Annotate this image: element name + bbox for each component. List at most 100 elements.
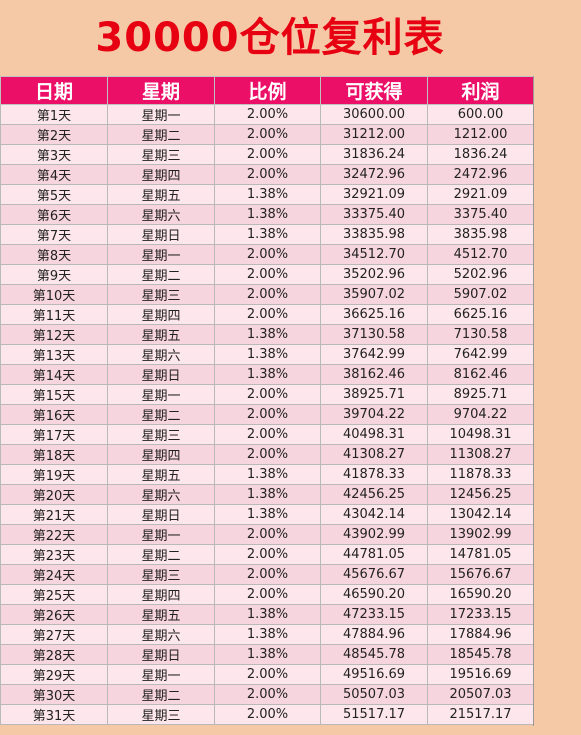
cell-weekday[interactable]: 星期二: [107, 684, 215, 705]
cell-profit[interactable]: 11878.33: [427, 464, 534, 485]
cell-profit[interactable]: 600.00: [427, 104, 534, 125]
cell-date[interactable]: 第22天: [0, 524, 108, 545]
cell-date[interactable]: 第1天: [0, 104, 108, 125]
cell-profit[interactable]: 18545.78: [427, 644, 534, 665]
cell-weekday[interactable]: 星期五: [107, 604, 215, 625]
cell-weekday[interactable]: 星期日: [107, 504, 215, 525]
cell-available[interactable]: 33375.40: [320, 204, 428, 225]
cell-profit[interactable]: 1212.00: [427, 124, 534, 145]
cell-weekday[interactable]: 星期一: [107, 384, 215, 405]
cell-ratio[interactable]: 2.00%: [214, 684, 321, 705]
cell-ratio[interactable]: 2.00%: [214, 124, 321, 145]
cell-ratio[interactable]: 2.00%: [214, 284, 321, 305]
cell-date[interactable]: 第18天: [0, 444, 108, 465]
cell-date[interactable]: 第17天: [0, 424, 108, 445]
cell-available[interactable]: 49516.69: [320, 664, 428, 685]
cell-available[interactable]: 51517.17: [320, 704, 428, 725]
cell-profit[interactable]: 11308.27: [427, 444, 534, 465]
cell-weekday[interactable]: 星期六: [107, 624, 215, 645]
cell-date[interactable]: 第15天: [0, 384, 108, 405]
cell-weekday[interactable]: 星期三: [107, 704, 215, 725]
cell-date[interactable]: 第30天: [0, 684, 108, 705]
cell-available[interactable]: 37642.99: [320, 344, 428, 365]
cell-weekday[interactable]: 星期四: [107, 304, 215, 325]
cell-ratio[interactable]: 1.38%: [214, 504, 321, 525]
cell-profit[interactable]: 2921.09: [427, 184, 534, 205]
cell-available[interactable]: 31836.24: [320, 144, 428, 165]
cell-date[interactable]: 第25天: [0, 584, 108, 605]
cell-profit[interactable]: 13042.14: [427, 504, 534, 525]
cell-date[interactable]: 第23天: [0, 544, 108, 565]
cell-weekday[interactable]: 星期五: [107, 184, 215, 205]
header-date[interactable]: 日期: [0, 76, 108, 105]
cell-ratio[interactable]: 2.00%: [214, 704, 321, 725]
cell-ratio[interactable]: 2.00%: [214, 564, 321, 585]
cell-available[interactable]: 43902.99: [320, 524, 428, 545]
cell-ratio[interactable]: 1.38%: [214, 604, 321, 625]
cell-date[interactable]: 第27天: [0, 624, 108, 645]
cell-available[interactable]: 38162.46: [320, 364, 428, 385]
cell-available[interactable]: 45676.67: [320, 564, 428, 585]
cell-available[interactable]: 34512.70: [320, 244, 428, 265]
cell-weekday[interactable]: 星期一: [107, 524, 215, 545]
cell-weekday[interactable]: 星期四: [107, 164, 215, 185]
cell-available[interactable]: 33835.98: [320, 224, 428, 245]
cell-date[interactable]: 第2天: [0, 124, 108, 145]
cell-date[interactable]: 第3天: [0, 144, 108, 165]
cell-weekday[interactable]: 星期二: [107, 544, 215, 565]
cell-available[interactable]: 35907.02: [320, 284, 428, 305]
cell-profit[interactable]: 1836.24: [427, 144, 534, 165]
cell-weekday[interactable]: 星期日: [107, 644, 215, 665]
cell-ratio[interactable]: 1.38%: [214, 184, 321, 205]
cell-date[interactable]: 第11天: [0, 304, 108, 325]
cell-ratio[interactable]: 2.00%: [214, 404, 321, 425]
cell-available[interactable]: 37130.58: [320, 324, 428, 345]
cell-available[interactable]: 43042.14: [320, 504, 428, 525]
cell-ratio[interactable]: 2.00%: [214, 544, 321, 565]
cell-date[interactable]: 第28天: [0, 644, 108, 665]
cell-ratio[interactable]: 2.00%: [214, 304, 321, 325]
cell-ratio[interactable]: 2.00%: [214, 424, 321, 445]
cell-weekday[interactable]: 星期五: [107, 324, 215, 345]
cell-date[interactable]: 第29天: [0, 664, 108, 685]
cell-available[interactable]: 35202.96: [320, 264, 428, 285]
cell-weekday[interactable]: 星期三: [107, 144, 215, 165]
cell-available[interactable]: 48545.78: [320, 644, 428, 665]
cell-available[interactable]: 41878.33: [320, 464, 428, 485]
cell-profit[interactable]: 19516.69: [427, 664, 534, 685]
cell-ratio[interactable]: 2.00%: [214, 584, 321, 605]
cell-profit[interactable]: 5907.02: [427, 284, 534, 305]
cell-available[interactable]: 44781.05: [320, 544, 428, 565]
cell-date[interactable]: 第7天: [0, 224, 108, 245]
cell-profit[interactable]: 7130.58: [427, 324, 534, 345]
cell-ratio[interactable]: 1.38%: [214, 344, 321, 365]
cell-ratio[interactable]: 2.00%: [214, 524, 321, 545]
cell-ratio[interactable]: 2.00%: [214, 264, 321, 285]
cell-date[interactable]: 第19天: [0, 464, 108, 485]
cell-available[interactable]: 50507.03: [320, 684, 428, 705]
cell-profit[interactable]: 9704.22: [427, 404, 534, 425]
cell-weekday[interactable]: 星期一: [107, 104, 215, 125]
cell-ratio[interactable]: 1.38%: [214, 204, 321, 225]
cell-available[interactable]: 32472.96: [320, 164, 428, 185]
header-ratio[interactable]: 比例: [214, 76, 321, 105]
cell-available[interactable]: 36625.16: [320, 304, 428, 325]
cell-date[interactable]: 第16天: [0, 404, 108, 425]
cell-profit[interactable]: 3835.98: [427, 224, 534, 245]
cell-available[interactable]: 30600.00: [320, 104, 428, 125]
cell-profit[interactable]: 5202.96: [427, 264, 534, 285]
cell-weekday[interactable]: 星期三: [107, 284, 215, 305]
cell-date[interactable]: 第26天: [0, 604, 108, 625]
cell-weekday[interactable]: 星期日: [107, 224, 215, 245]
cell-weekday[interactable]: 星期六: [107, 204, 215, 225]
cell-profit[interactable]: 21517.17: [427, 704, 534, 725]
cell-available[interactable]: 47233.15: [320, 604, 428, 625]
cell-ratio[interactable]: 1.38%: [214, 464, 321, 485]
cell-ratio[interactable]: 2.00%: [214, 444, 321, 465]
cell-profit[interactable]: 6625.16: [427, 304, 534, 325]
cell-profit[interactable]: 20507.03: [427, 684, 534, 705]
cell-date[interactable]: 第13天: [0, 344, 108, 365]
cell-date[interactable]: 第5天: [0, 184, 108, 205]
cell-available[interactable]: 38925.71: [320, 384, 428, 405]
cell-ratio[interactable]: 1.38%: [214, 364, 321, 385]
